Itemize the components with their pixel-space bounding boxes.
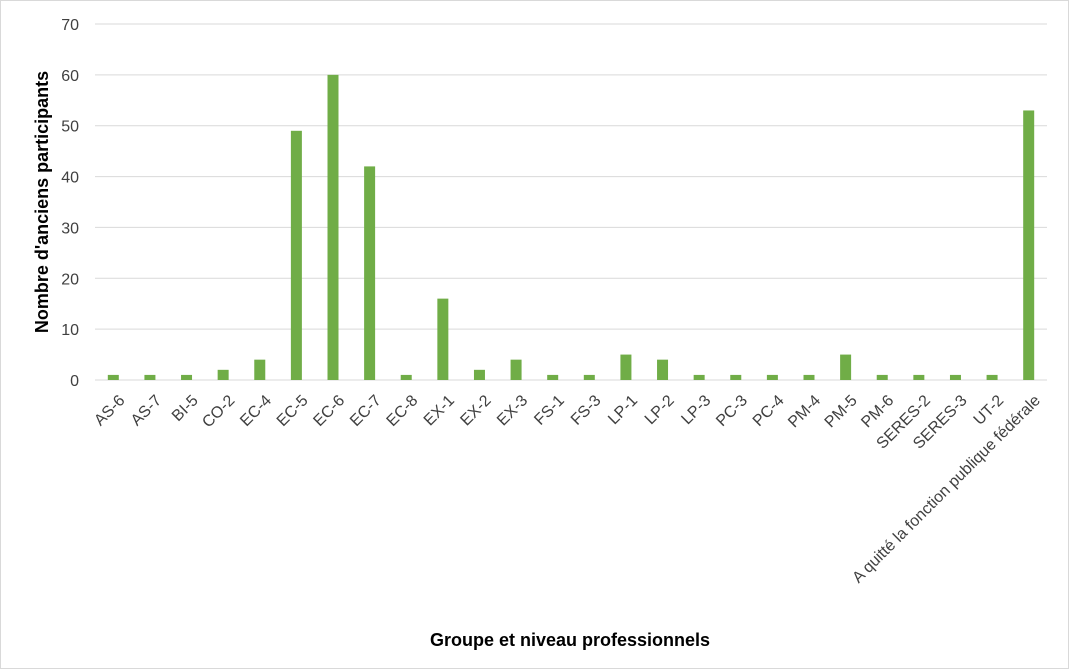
y-tick-label: 60 — [61, 68, 79, 85]
y-tick-label: 70 — [61, 17, 79, 34]
bar-fs-3 — [583, 374, 595, 380]
bar-seres-2 — [913, 374, 925, 380]
x-tick-label: EC-8 — [384, 392, 422, 430]
bar-ec-8 — [400, 374, 412, 380]
y-tick-label: 30 — [61, 220, 79, 237]
x-tick-label: FS-3 — [568, 392, 605, 429]
x-tick-label: CO-2 — [199, 392, 238, 431]
x-tick-label: EC-6 — [310, 392, 348, 430]
gridlines — [95, 23, 1047, 381]
bar-pc-4 — [766, 374, 778, 380]
bar-pm-5 — [840, 354, 852, 380]
x-tick-label: AS-6 — [91, 392, 128, 429]
bar-ex-1 — [437, 298, 449, 380]
bar-ec-4 — [254, 359, 266, 380]
y-axis-title: Nombre d'anciens participants — [32, 71, 52, 333]
x-tick-label: BI-5 — [169, 392, 202, 425]
x-tick-label: EC-4 — [237, 392, 275, 430]
y-axis-ticks: 0 10 20 30 40 50 60 70 — [61, 17, 79, 390]
bar-pc-3 — [730, 374, 742, 380]
y-tick-label: 0 — [70, 373, 79, 390]
bar-fs-1 — [547, 374, 559, 380]
y-tick-label: 20 — [61, 271, 79, 288]
x-axis-title: Groupe et niveau professionnels — [430, 630, 710, 650]
x-tick-label: EC-7 — [347, 392, 385, 430]
x-tick-label: EX-1 — [421, 392, 458, 429]
bar-ex-2 — [473, 369, 485, 380]
x-tick-label: LP-3 — [678, 392, 714, 428]
x-tick-label: AS-7 — [128, 392, 165, 429]
x-tick-label: PC-4 — [750, 392, 788, 430]
y-tick-label: 10 — [61, 322, 79, 339]
bars — [107, 74, 1035, 380]
y-tick-label: 50 — [61, 119, 79, 136]
x-axis-ticks: AS-6 AS-7 BI-5CO-2EC-4EC-5EC-6EC-7EC-8 EX-1… — [91, 392, 1044, 587]
bar-pm-4 — [803, 374, 815, 380]
x-tick-label: FS-1 — [531, 392, 568, 429]
x-tick-label: LP-2 — [642, 392, 678, 428]
bar-ec-6 — [327, 74, 339, 380]
bar-as-6 — [107, 374, 119, 380]
x-tick-label: EX-2 — [457, 392, 494, 429]
bar-as-7 — [144, 374, 156, 380]
bar-ec-7 — [364, 166, 376, 380]
x-tick-label: PC-3 — [713, 392, 751, 430]
bar-ut-2 — [986, 374, 998, 380]
bar-lp-3 — [693, 374, 705, 380]
bar-lp-2 — [657, 359, 669, 380]
bar-co-2 — [217, 369, 229, 380]
x-tick-label: PM-5 — [822, 392, 861, 431]
bar-ec-5 — [290, 130, 302, 380]
bar-bi-5 — [181, 374, 193, 380]
bar-pm-6 — [876, 374, 888, 380]
bar-ex-3 — [510, 359, 522, 380]
x-tick-label: LP-1 — [605, 392, 641, 428]
x-tick-label: EC-5 — [274, 392, 312, 430]
x-tick-label: EX-3 — [494, 392, 531, 429]
bar-lp-1 — [620, 354, 632, 380]
x-tick-label: PM-4 — [785, 392, 824, 431]
bar-seres-3 — [949, 374, 961, 380]
y-tick-label: 40 — [61, 170, 79, 187]
bar-a-quitt-la-fonction-publique-f-d-rale — [1023, 110, 1035, 380]
